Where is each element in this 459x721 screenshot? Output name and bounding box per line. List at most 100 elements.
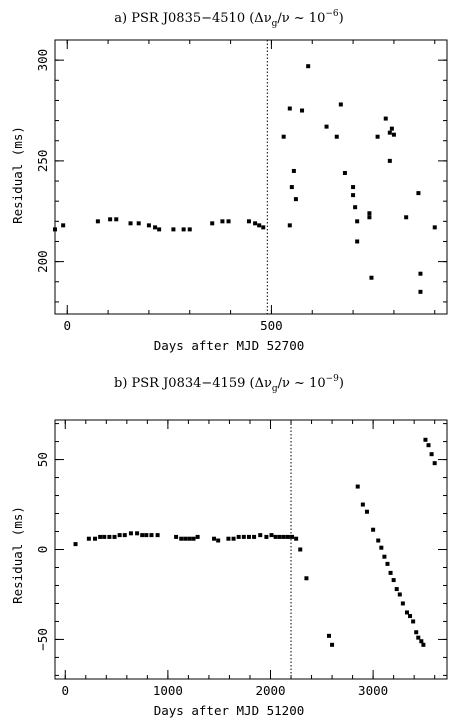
panel-b-data-point <box>174 534 179 539</box>
panel-a-y-tick-label: 200 <box>35 250 50 273</box>
panel-b-data-point <box>411 619 416 624</box>
panel-a-data-point <box>387 158 392 163</box>
panel-a-data-point <box>287 223 292 228</box>
panel-b-data-point <box>183 536 188 541</box>
panel-a-data-point <box>391 132 396 137</box>
panel-a-data-point <box>338 102 343 107</box>
panel-b-ylabel: Residual (ms) <box>10 506 25 604</box>
panel-b-data-point <box>330 642 335 647</box>
panel-b-data-point <box>264 534 269 539</box>
panel-a-x-tick-label: 500 <box>260 318 283 333</box>
panel-a-data-point <box>253 221 258 226</box>
panel-a-data-point <box>114 217 119 222</box>
panel-b-data-point <box>355 484 360 489</box>
panel-b-x-tick-label: 2000 <box>255 683 285 698</box>
panel-b-data-point <box>404 610 409 615</box>
panel-a-data-point <box>246 219 251 224</box>
panel-b-data-point <box>382 554 387 559</box>
panel-b-data-point <box>107 534 112 539</box>
panel-b-data-point <box>285 534 290 539</box>
panel-a-data-point <box>293 197 298 202</box>
panel-b-data-point <box>281 534 286 539</box>
panel-a-data-point <box>418 289 423 294</box>
panel-a-data-point <box>353 205 358 210</box>
panel-a-data-point <box>257 223 262 228</box>
panel-b-data-point <box>128 531 133 536</box>
panel-a-y-tick-label: 250 <box>35 150 50 173</box>
panel-a-data-point <box>404 215 409 220</box>
panel-a-data-point <box>281 134 286 139</box>
panel-a-x-tick-label: 0 <box>63 318 71 333</box>
panel-b-data-point <box>102 534 107 539</box>
panel-b-data-point <box>426 443 431 448</box>
panel-b-xlabel: Days after MJD 51200 <box>154 703 305 718</box>
panel-b-data-point <box>191 536 196 541</box>
panel-b-data-point <box>216 538 221 543</box>
panel-a-data-point <box>153 225 158 230</box>
panel-b-data-point <box>258 533 263 538</box>
panel-b-data-point <box>414 630 419 635</box>
panel-b-x-tick-label: 0 <box>61 683 69 698</box>
panel-b-data-point <box>179 536 184 541</box>
panel-b-data-point <box>397 592 402 597</box>
panel-b-data-point <box>241 534 246 539</box>
panel-a-data-point <box>181 227 186 232</box>
panel-b-data-point <box>298 547 303 552</box>
panel-a-data-point <box>261 225 266 230</box>
panel-b-title: b) PSR J0834−4159 (Δνg/ν ~ 10−9) <box>114 374 344 394</box>
panel-b-data-point <box>421 642 426 647</box>
panel-b-data-point <box>212 536 217 541</box>
panel-a-data-point <box>342 170 347 175</box>
panel-a-data-point <box>157 227 162 232</box>
panel-b-data-point <box>140 533 145 538</box>
panel-a-data-point <box>387 130 392 135</box>
panel-b-data-point <box>429 452 434 457</box>
panel-a-data-point <box>432 225 437 230</box>
panel-b-data-point <box>376 538 381 543</box>
panel-a-data-point <box>289 185 294 190</box>
panel-a-xlabel: Days after MJD 52700 <box>154 338 305 353</box>
panel-b-data-point <box>135 531 140 536</box>
panel-b-y-tick-label: −50 <box>35 628 50 651</box>
panel-b-data-point <box>385 561 390 566</box>
panel-a-data-point <box>355 219 360 224</box>
panel-b-data-point <box>304 576 309 581</box>
panel-b-data-point <box>419 639 424 644</box>
panel-a-data-point <box>108 217 113 222</box>
panel-b-x-tick-label: 1000 <box>153 683 183 698</box>
panel-a-data-point <box>300 108 305 113</box>
panel-b-data-point <box>195 534 200 539</box>
panel-b-data-point <box>149 533 154 538</box>
panel-b-data-point <box>144 533 149 538</box>
panel-a-data-point <box>220 219 225 224</box>
panel-a-data-point <box>367 211 372 216</box>
panel-a-data-point <box>53 227 57 232</box>
panel-b-data-point <box>388 570 393 575</box>
panel-a-data-point <box>418 271 423 276</box>
panel-b-data-point <box>187 536 192 541</box>
panel-b-data-point <box>112 534 117 539</box>
panel-a-data-point <box>291 168 296 173</box>
panel-a-data-point <box>367 215 372 220</box>
panel-a-plot-frame <box>54 39 448 315</box>
panel-a-data-point <box>287 106 292 111</box>
panel-a-data-point <box>128 221 133 226</box>
panel-a-data-point <box>351 185 356 190</box>
panel-b-data-point <box>269 533 274 538</box>
panel-b-data-point <box>408 614 413 619</box>
panel-b-data-point <box>273 534 278 539</box>
panel-b-data-point <box>400 601 405 606</box>
panel-a: a) PSR J0835−4510 (Δνg/ν ~ 10−6) Days af… <box>10 9 448 353</box>
panel-a-data-point <box>324 124 329 129</box>
panel-b-data-point <box>246 534 251 539</box>
panel-a-data-point <box>351 193 356 198</box>
panel-b-plot-frame <box>54 419 448 680</box>
panel-a-data-point <box>355 239 360 244</box>
panel-a-data-point <box>389 126 394 131</box>
panel-b-data-point <box>277 534 282 539</box>
panel-a-data-point <box>171 227 176 232</box>
panel-b-data-point <box>394 587 399 592</box>
panel-b-data-point <box>73 542 78 547</box>
panel-b-data-point <box>416 635 421 640</box>
